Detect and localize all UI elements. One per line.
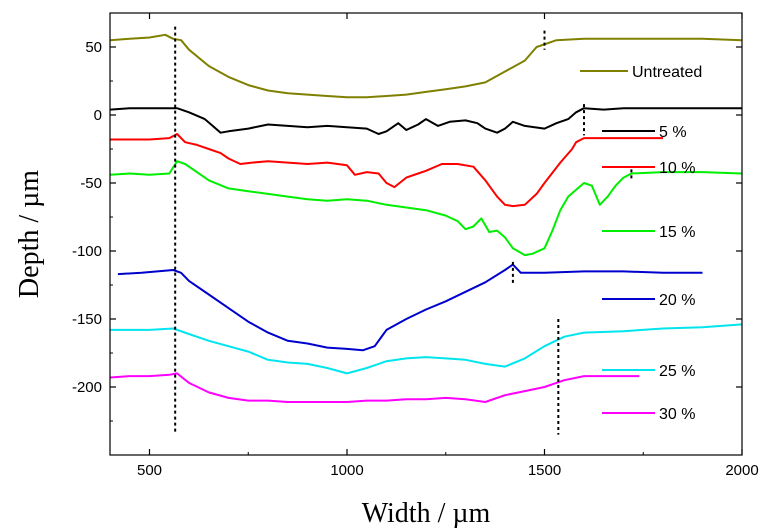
x-tick-label-500: 500 bbox=[137, 462, 162, 479]
legend-label-6: 30 % bbox=[659, 406, 695, 423]
y-axis-title: Depth / µm bbox=[14, 170, 45, 298]
legend-label-1: 5 % bbox=[659, 124, 687, 141]
series-line-0 bbox=[109, 33, 743, 99]
x-tick-label-1000: 1000 bbox=[330, 462, 363, 479]
x-axis-title: Width / µm bbox=[362, 498, 491, 529]
series-line-6 bbox=[109, 372, 640, 403]
marker-lines bbox=[174, 26, 633, 435]
x-tick-label-2000: 2000 bbox=[725, 462, 758, 479]
y-tick-label--50: -50 bbox=[80, 175, 102, 192]
legend: Untreated 5 % 10 % 15 % 20 % 25 % 30 % bbox=[580, 64, 702, 423]
series-line-3 bbox=[109, 160, 743, 257]
y-tick-label--150: -150 bbox=[72, 311, 102, 328]
series-group bbox=[109, 33, 743, 403]
series-line-1 bbox=[109, 107, 742, 135]
x-tick-label-1500: 1500 bbox=[528, 462, 561, 479]
legend-label-5: 25 % bbox=[659, 363, 695, 380]
legend-label-2: 10 % bbox=[659, 160, 695, 177]
series-line-4 bbox=[117, 263, 703, 352]
legend-label-4: 20 % bbox=[659, 292, 695, 309]
y-tick-label--100: -100 bbox=[72, 243, 102, 260]
y-tick-label-0: 0 bbox=[94, 107, 102, 124]
y-tick-label--200: -200 bbox=[72, 379, 102, 396]
series-line-2 bbox=[110, 133, 663, 208]
y-tick-label-50: 50 bbox=[85, 39, 102, 56]
legend-label-0: Untreated bbox=[632, 64, 702, 81]
legend-label-3: 15 % bbox=[659, 224, 695, 241]
plot-frame bbox=[109, 12, 743, 456]
series-line-5 bbox=[110, 323, 743, 375]
